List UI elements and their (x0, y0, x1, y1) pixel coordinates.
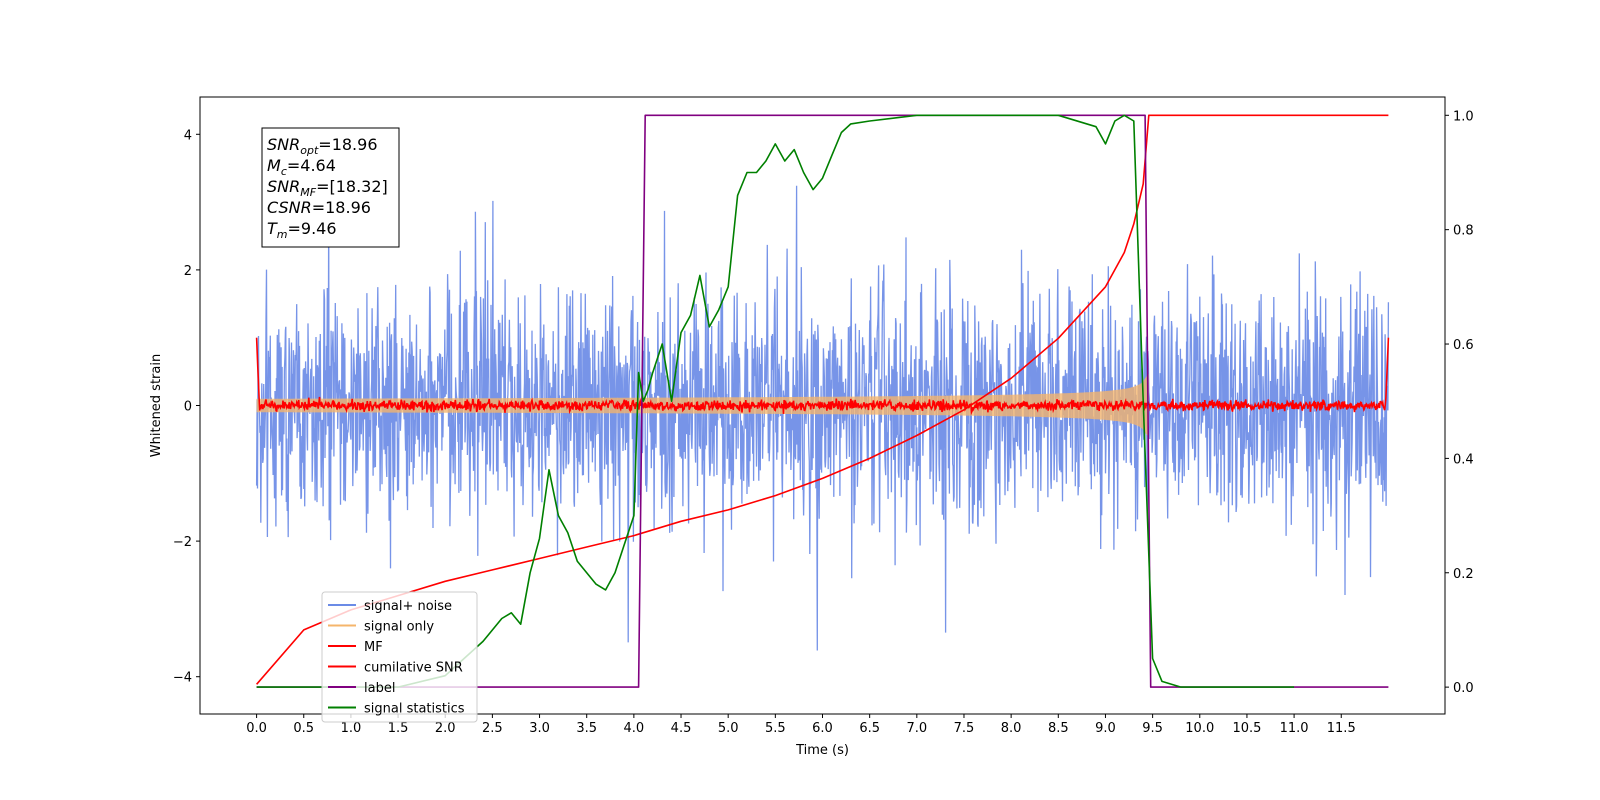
x-tick-label: 6.0 (812, 721, 833, 736)
x-tick-label: 5.0 (718, 721, 739, 736)
series-cumilative-snr (255, 114, 1389, 685)
series-signal-noise (255, 185, 1390, 651)
x-tick-label: 8.5 (1048, 721, 1069, 736)
x-tick-label: 10.5 (1232, 721, 1261, 736)
y-tick-label: −2 (173, 535, 192, 550)
x-tick-label: 2.5 (482, 721, 503, 736)
x-tick-label: 3.5 (576, 721, 597, 736)
y-tick-label: −4 (173, 671, 192, 686)
stats-line: Tm=9.46 (267, 219, 337, 241)
y2-tick-label: 0.6 (1453, 338, 1474, 353)
legend-entry: signal only (364, 620, 434, 635)
legend-entry: MF (364, 640, 383, 655)
x-tick-label: 3.0 (529, 721, 550, 736)
y2-tick-label: 0.8 (1453, 224, 1474, 239)
y-axis-title: Whitened strain (149, 354, 164, 457)
stats-line: SNRMF=[18.32] (267, 177, 388, 199)
series-signal-statistics (256, 114, 1295, 688)
x-tick-label: 6.5 (859, 721, 880, 736)
y2-tick-label: 0.0 (1453, 681, 1474, 696)
x-tick-label: 9.0 (1095, 721, 1116, 736)
x-tick-label: 0.0 (246, 721, 267, 736)
stats-annotation: SNRopt=18.96Mc=4.64SNRMF=[18.32]CSNR=18.… (261, 127, 400, 248)
x-tick-label: 10.0 (1185, 721, 1214, 736)
x-tick-label: 7.0 (906, 721, 927, 736)
axes-layer: 0.0 0.5 1.0 1.5 2.0 2.5 3.0 3.5 4.0 4.5 5.0 5.5 6.0 6… (173, 109, 1474, 736)
x-tick-label: 1.5 (388, 721, 409, 736)
x-axis-title: Time (s) (795, 743, 849, 758)
x-tick-label: 4.0 (624, 721, 645, 736)
x-tick-label: 7.5 (954, 721, 975, 736)
y2-tick-label: 0.2 (1453, 567, 1474, 582)
legend-entry: cumilative SNR (364, 661, 463, 676)
x-tick-label: 9.5 (1142, 721, 1163, 736)
x-tick-label: 2.0 (435, 721, 456, 736)
x-tick-label: 1.0 (341, 721, 362, 736)
x-tick-label: 0.5 (293, 721, 314, 736)
legend: signal+ noise signal only MF cumilative SNR… (321, 591, 478, 723)
stats-box (261, 127, 400, 248)
series-layer (255, 114, 1390, 688)
x-tick-label: 11.0 (1280, 721, 1309, 736)
stats-line: SNRopt=18.96 (267, 135, 378, 157)
y-tick-label: 0 (184, 400, 192, 415)
series-mf (255, 337, 1390, 416)
x-tick-label: 11.5 (1327, 721, 1356, 736)
legend-box (321, 591, 478, 723)
stats-line: CSNR=18.96 (267, 198, 371, 217)
y2-tick-label: 0.4 (1453, 452, 1474, 467)
x-tick-label: 8.0 (1001, 721, 1022, 736)
y2-tick-label: 1.0 (1453, 109, 1474, 124)
stats-line: Mc=4.64 (267, 156, 336, 178)
x-tick-label: 5.5 (765, 721, 786, 736)
legend-entry: signal statistics (364, 702, 465, 717)
legend-entry: label (364, 681, 395, 696)
y-tick-label: 4 (184, 128, 192, 143)
x-tick-label: 4.5 (671, 721, 692, 736)
y-tick-label: 2 (184, 264, 192, 279)
legend-entry: signal+ noise (364, 599, 452, 614)
